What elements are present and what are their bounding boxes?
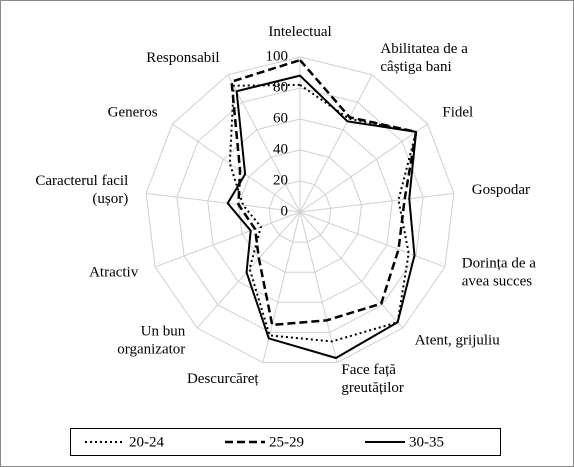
grid-ring	[268, 180, 332, 243]
grid-ring	[237, 149, 363, 273]
spoke	[299, 211, 446, 268]
category-label: Fidel	[442, 105, 473, 121]
tick-label: 40	[273, 141, 288, 157]
category-label: Atractiv	[89, 265, 139, 281]
category-label: Gospodar	[472, 183, 530, 199]
spoke	[196, 211, 301, 329]
category-label: Generos	[108, 105, 158, 121]
series-line	[228, 83, 418, 343]
category-label: Abilitatea de a câștiga bani	[380, 41, 468, 75]
tick-label: 20	[273, 172, 288, 188]
spoke	[154, 211, 301, 268]
tick-label: 100	[266, 48, 289, 64]
category-label: Caracterul facil (ușor)	[35, 174, 128, 208]
grid-ring	[207, 118, 393, 303]
tick-label: 0	[281, 203, 289, 219]
category-label: Descurcăreț	[187, 371, 259, 387]
spoke	[299, 192, 454, 213]
category-label: Atent, grijuliu	[415, 333, 500, 349]
legend-label: 20-24	[129, 434, 164, 450]
category-label: Intelectual	[268, 24, 331, 40]
spoke	[299, 123, 428, 213]
spoke	[172, 123, 301, 213]
spoke	[227, 74, 301, 213]
category-label: Responsabil	[146, 50, 219, 66]
legend-label: 25-29	[269, 434, 304, 450]
grid-ring	[176, 87, 424, 333]
spoke	[299, 74, 373, 213]
spoke	[299, 211, 338, 363]
series-line	[230, 58, 418, 327]
grid-ring	[145, 56, 455, 363]
spoke	[299, 211, 404, 329]
category-label: Un bun organizator	[117, 324, 186, 358]
tick-label: 60	[273, 110, 288, 126]
legend-label: 30-35	[409, 434, 444, 450]
legend-box	[70, 428, 501, 456]
spoke	[146, 192, 301, 213]
series-line	[226, 74, 418, 359]
category-label: Face față greutăților	[341, 362, 403, 396]
category-label: Dorința de a avea succes	[462, 256, 536, 290]
tick-label: 80	[273, 79, 288, 95]
